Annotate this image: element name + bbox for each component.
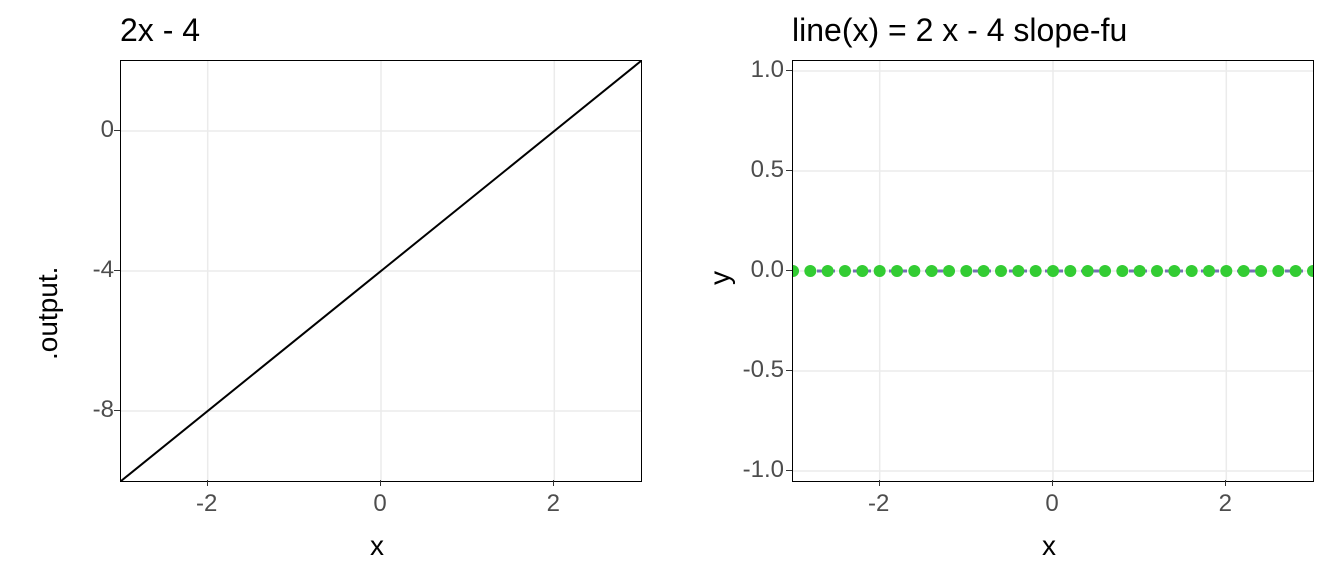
right-plot-area xyxy=(792,60,1314,482)
right-xtick-0: -2 xyxy=(859,490,899,518)
left-ytick-0: -8 xyxy=(78,396,114,424)
left-ytick-2: 0 xyxy=(78,116,114,144)
left-x-axis-label: x xyxy=(370,530,384,562)
right-x-axis-label: x xyxy=(1042,530,1056,562)
left-xtick-1: 0 xyxy=(360,490,400,518)
right-xtick-1: 0 xyxy=(1032,490,1072,518)
left-xtick-0: -2 xyxy=(187,490,227,518)
right-plot-svg xyxy=(793,61,1313,481)
chart-container: 2x - 4 .output. x -8 -4 0 -2 0 2 line(x)… xyxy=(0,0,1344,576)
left-panel: 2x - 4 .output. x -8 -4 0 -2 0 2 xyxy=(0,0,672,576)
left-plot-svg xyxy=(121,61,641,481)
left-chart-title: 2x - 4 xyxy=(120,12,200,49)
left-xtick-2: 2 xyxy=(533,490,573,518)
right-ytick-4: 1.0 xyxy=(732,56,784,84)
left-y-axis-label: .output. xyxy=(32,267,64,360)
left-ytick-1: -4 xyxy=(78,256,114,284)
right-ytick-0: -1.0 xyxy=(732,456,784,484)
right-ytick-1: -0.5 xyxy=(732,356,784,384)
right-xtick-2: 2 xyxy=(1205,490,1245,518)
right-chart-title: line(x) = 2 x - 4 slope-fu xyxy=(792,12,1127,49)
left-plot-area xyxy=(120,60,642,482)
right-ytick-2: 0.0 xyxy=(732,256,784,284)
right-ytick-3: 0.5 xyxy=(732,156,784,184)
right-panel: line(x) = 2 x - 4 slope-fu y x -1.0 -0.5… xyxy=(672,0,1344,576)
